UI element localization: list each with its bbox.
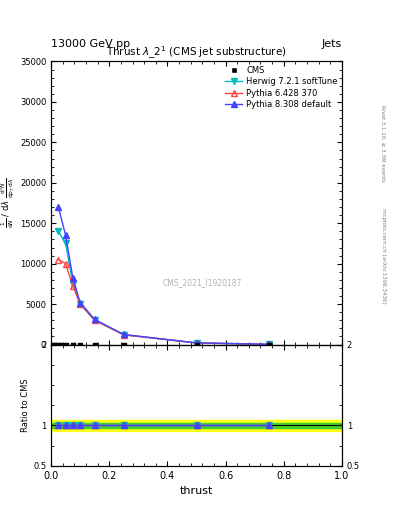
Point [193, 340, 200, 349]
Point [70, 340, 76, 349]
Point [55, 340, 62, 349]
Herwig 7.2.1 softTune [121, 332, 126, 338]
Point [62, 340, 69, 349]
Legend: CMS, Herwig 7.2.1 softTune, Pythia 6.428 370, Pythia 8.308 default: CMS, Herwig 7.2.1 softTune, Pythia 6.428… [226, 66, 338, 109]
Pythia 8.308 default [71, 275, 75, 281]
Pythia 8.308 default [92, 316, 97, 323]
Pythia 6.428 370 [92, 317, 97, 324]
Herwig 7.2.1 softTune [56, 228, 61, 234]
Point [50, 340, 56, 349]
Pythia 6.428 370 [56, 257, 61, 263]
X-axis label: thrust: thrust [180, 486, 213, 496]
Text: Rivet 3.1.10, ≥ 3.3M events: Rivet 3.1.10, ≥ 3.3M events [381, 105, 386, 182]
Text: mcplots.cern.ch [arXiv:1306.3436]: mcplots.cern.ch [arXiv:1306.3436] [381, 208, 386, 304]
Point [58, 340, 64, 349]
Text: 13000 GeV pp: 13000 GeV pp [51, 38, 130, 49]
Pythia 8.308 default [63, 232, 68, 239]
Herwig 7.2.1 softTune [71, 281, 75, 287]
Pythia 6.428 370 [63, 261, 68, 267]
Line: Pythia 6.428 370: Pythia 6.428 370 [55, 257, 272, 347]
Herwig 7.2.1 softTune [78, 301, 83, 307]
Point [121, 340, 127, 349]
Herwig 7.2.1 softTune [194, 340, 199, 346]
Point [92, 340, 98, 349]
Y-axis label: Ratio to CMS: Ratio to CMS [21, 378, 30, 432]
Herwig 7.2.1 softTune [267, 342, 272, 348]
Pythia 6.428 370 [121, 332, 126, 338]
Pythia 6.428 370 [71, 283, 75, 289]
Pythia 8.308 default [267, 341, 272, 347]
Point [77, 340, 83, 349]
Pythia 6.428 370 [78, 301, 83, 307]
Text: Jets: Jets [321, 38, 342, 49]
Title: Thrust $\lambda\_2^1$ (CMS jet substructure): Thrust $\lambda\_2^1$ (CMS jet substruct… [106, 45, 287, 61]
Herwig 7.2.1 softTune [63, 240, 68, 246]
Y-axis label: $\frac{1}{\mathregular{d}N}$ / $\mathregular{d}\lambda$ $\frac{\mathregular{d}^2: $\frac{1}{\mathregular{d}N}$ / $\mathreg… [0, 178, 17, 228]
Line: Herwig 7.2.1 softTune: Herwig 7.2.1 softTune [55, 228, 272, 347]
Pythia 8.308 default [78, 300, 83, 306]
Herwig 7.2.1 softTune [92, 317, 97, 324]
Point [52, 340, 59, 349]
Pythia 8.308 default [194, 340, 199, 346]
Pythia 8.308 default [121, 331, 126, 337]
Point [266, 340, 272, 349]
Text: CMS_2021_I1920187: CMS_2021_I1920187 [163, 278, 242, 287]
Pythia 6.428 370 [194, 340, 199, 346]
Line: Pythia 8.308 default: Pythia 8.308 default [55, 204, 272, 347]
Pythia 6.428 370 [267, 342, 272, 348]
Pythia 8.308 default [56, 204, 61, 210]
